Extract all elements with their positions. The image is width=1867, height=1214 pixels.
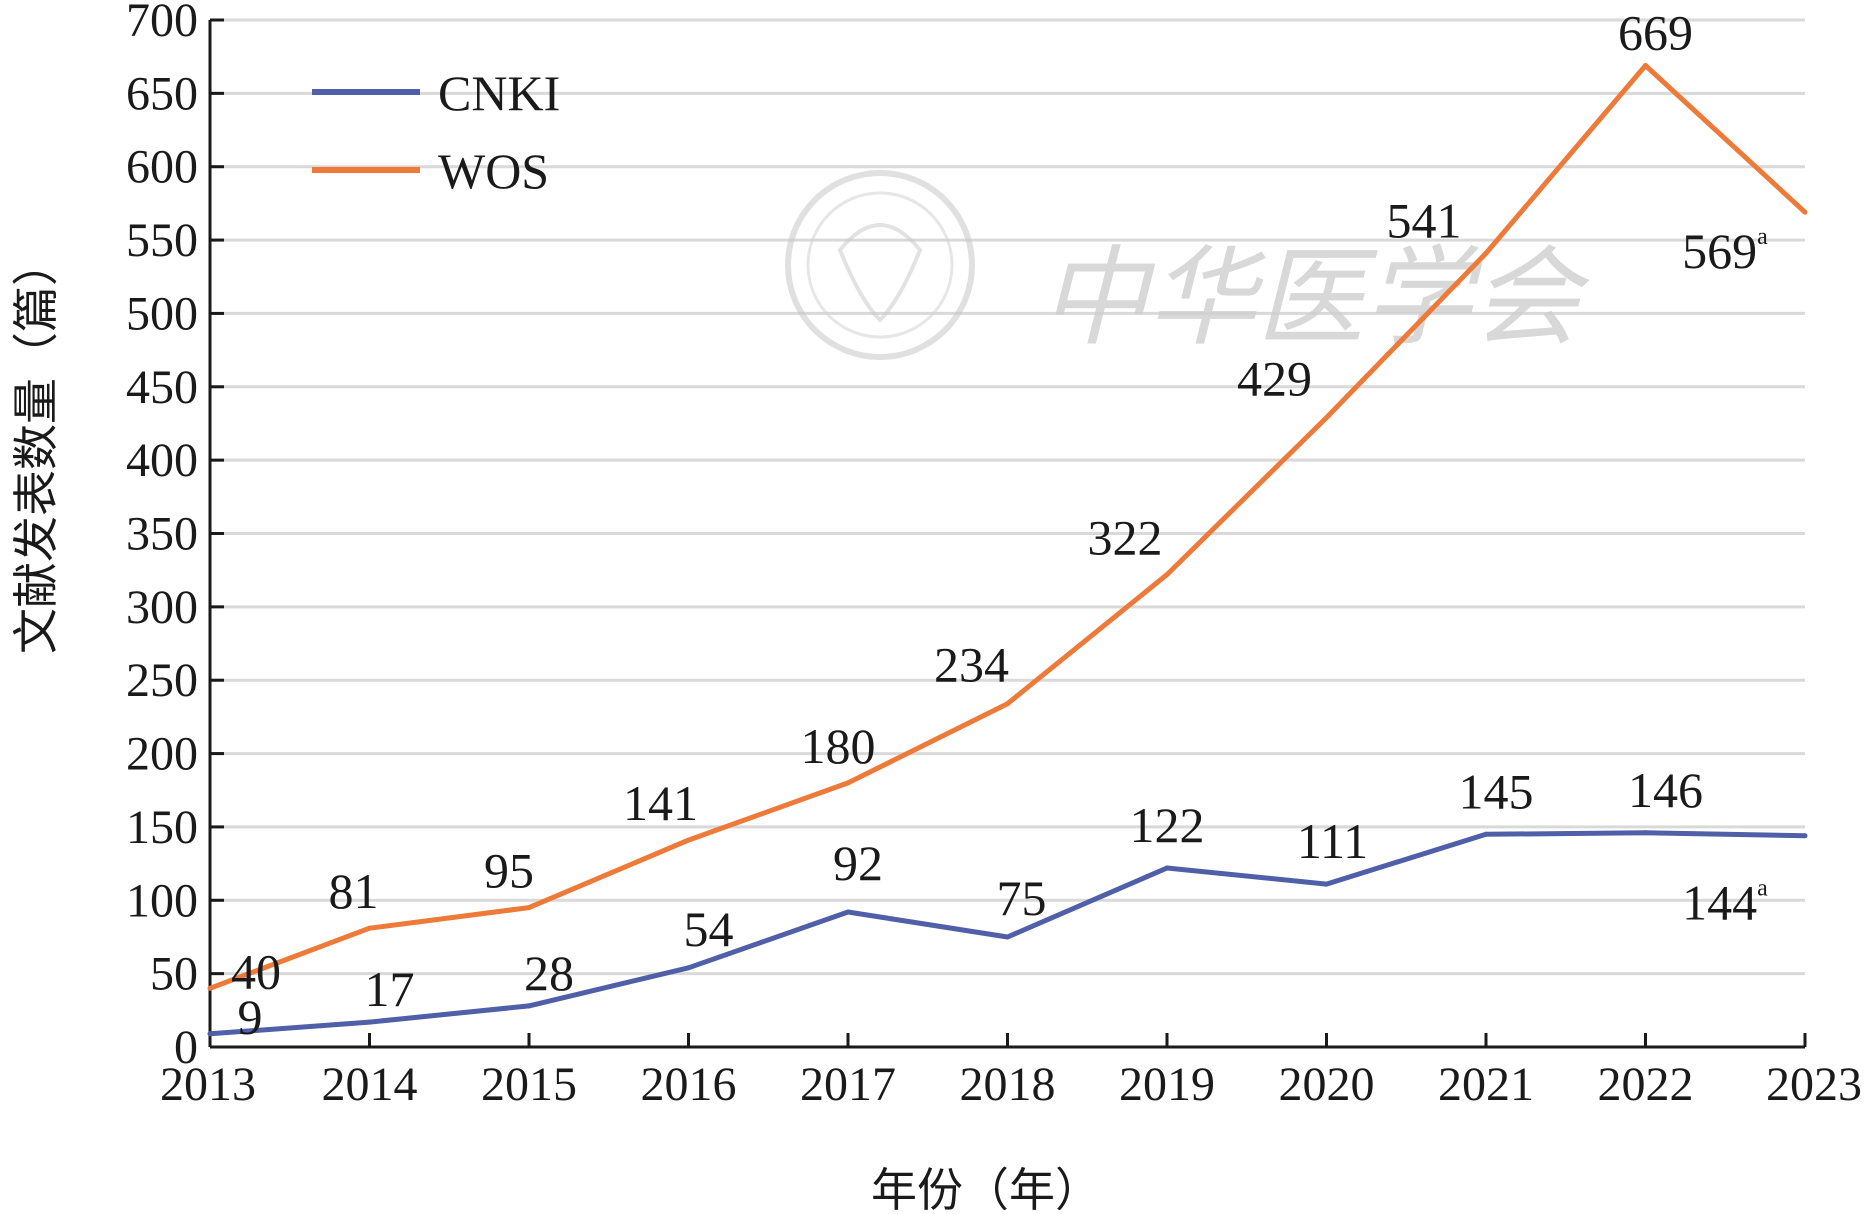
data-label-wos: 669 xyxy=(1618,4,1693,60)
data-label-wos: 180 xyxy=(801,718,876,774)
y-tick-label: 700 xyxy=(126,0,198,47)
data-point-cnki xyxy=(845,909,851,915)
y-tick-label: 450 xyxy=(126,361,198,414)
x-tick-label: 2015 xyxy=(481,1058,577,1111)
data-labels: 9 17 28 54 92 75 122 111 145 146 144a 40 81 95 141 180 2… xyxy=(231,4,1768,1044)
x-tick-label: 2019 xyxy=(1119,1058,1215,1111)
data-point-wos xyxy=(367,925,372,931)
data-label-cnki: 92 xyxy=(833,835,883,891)
data-point-wos xyxy=(1324,415,1329,421)
data-label-footnote-marker: a xyxy=(1757,224,1768,250)
data-point-wos xyxy=(1802,209,1808,215)
watermark-seal-icon xyxy=(785,170,975,360)
x-tick-label: 2018 xyxy=(960,1058,1056,1111)
series xyxy=(207,62,1808,1037)
x-tick-label: 2021 xyxy=(1438,1058,1534,1111)
y-tick-label: 200 xyxy=(126,728,198,781)
data-point-wos xyxy=(1643,62,1648,68)
data-label-cnki: 9 xyxy=(238,989,263,1045)
data-label-footnote-marker: a xyxy=(1757,876,1768,902)
data-point-wos xyxy=(686,837,691,843)
legend: CNKI WOS xyxy=(312,65,560,199)
data-label-wos: 95 xyxy=(484,843,534,899)
data-label-cnki: 28 xyxy=(524,945,574,1001)
data-label-wos: 234 xyxy=(934,637,1009,693)
data-point-cnki xyxy=(1802,833,1808,839)
data-label-cnki: 144a xyxy=(1682,875,1768,931)
y-axis-title: 文献发表数量（篇） xyxy=(9,240,63,654)
gridlines xyxy=(210,18,1805,976)
y-tick-label: 500 xyxy=(126,287,198,340)
legend-label-wos: WOS xyxy=(438,143,549,199)
data-point-wos xyxy=(207,985,213,991)
data-label-wos: 541 xyxy=(1387,192,1462,248)
y-tick-label: 350 xyxy=(126,508,198,561)
data-point-cnki xyxy=(526,1003,532,1009)
data-point-cnki xyxy=(686,965,691,971)
data-label-cnki: 75 xyxy=(997,870,1047,926)
data-point-cnki xyxy=(1324,881,1329,887)
data-point-cnki xyxy=(207,1031,213,1037)
y-tick-label: 300 xyxy=(126,581,198,634)
x-tick-label: 2014 xyxy=(322,1058,418,1111)
data-label-cnki: 17 xyxy=(365,961,415,1017)
data-point-wos xyxy=(1005,701,1010,707)
data-point-cnki xyxy=(367,1019,372,1025)
data-label-cnki: 145 xyxy=(1459,763,1534,819)
x-tick-label: 2020 xyxy=(1279,1058,1375,1111)
y-tick-label: 100 xyxy=(126,874,198,927)
y-tick-label: 0 xyxy=(174,1021,198,1074)
y-tick-label: 250 xyxy=(126,654,198,707)
data-label-wos: 141 xyxy=(623,775,698,831)
data-label-wos: 81 xyxy=(329,863,379,919)
data-point-cnki xyxy=(1005,934,1010,940)
x-tick-label: 2017 xyxy=(800,1058,896,1111)
data-label-cnki: 111 xyxy=(1297,813,1368,869)
data-point-cnki xyxy=(1483,831,1489,837)
y-tick-label: 650 xyxy=(126,67,198,120)
data-label-cnki: 54 xyxy=(684,901,734,957)
data-label-wos: 429 xyxy=(1237,351,1312,407)
legend-label-cnki: CNKI xyxy=(438,65,560,121)
data-point-wos xyxy=(1164,572,1170,578)
y-tick-label: 150 xyxy=(126,801,198,854)
data-point-cnki xyxy=(1164,865,1170,871)
x-tick-label: 2016 xyxy=(641,1058,737,1111)
series-line-wos xyxy=(209,63,1807,991)
x-tick-label: 2023 xyxy=(1766,1058,1862,1111)
axes: 0 50 100 150 200 250 300 350 400 450 500 550 600 650 7… xyxy=(126,0,1862,1111)
data-label-wos: 322 xyxy=(1088,510,1163,566)
data-point-wos xyxy=(1483,250,1489,256)
data-label-cnki: 146 xyxy=(1628,762,1703,818)
watermark-text: 中华医学会 xyxy=(1040,236,1590,361)
y-tick-label: 550 xyxy=(126,214,198,267)
data-point-cnki xyxy=(1643,830,1648,836)
series-line-cnki xyxy=(209,830,1806,1037)
x-tick-label: 2013 xyxy=(160,1058,256,1111)
y-tick-label: 400 xyxy=(126,434,198,487)
y-tick-label: 50 xyxy=(150,948,198,1001)
data-label-cnki: 122 xyxy=(1130,797,1205,853)
data-label-wos: 40 xyxy=(231,943,281,999)
data-point-wos xyxy=(526,905,532,911)
x-tick-label: 2022 xyxy=(1598,1058,1694,1111)
y-tick-label: 600 xyxy=(126,141,198,194)
data-point-wos xyxy=(845,780,851,786)
x-axis-title: 年份（年） xyxy=(871,1163,1101,1214)
data-label-wos: 569a xyxy=(1682,223,1768,279)
